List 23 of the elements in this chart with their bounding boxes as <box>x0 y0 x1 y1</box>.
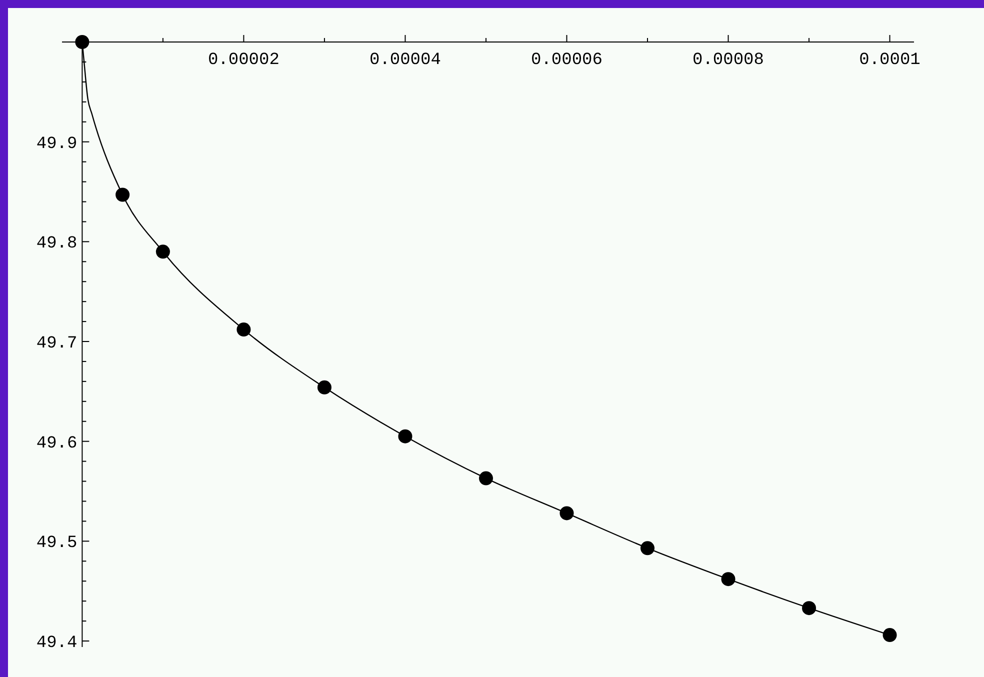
point <box>236 322 251 337</box>
y-tick-label: 49.6 <box>36 434 78 454</box>
point <box>317 380 332 394</box>
y-tick-label: 49.5 <box>36 534 78 554</box>
y-tick-label: 49.7 <box>36 334 78 354</box>
point <box>721 572 736 586</box>
x-tick-label: 0.0001 <box>859 51 920 70</box>
x-tick-label: 0.00002 <box>208 51 280 70</box>
point <box>640 541 654 556</box>
x-tick-label: 0.00008 <box>692 51 764 70</box>
point <box>156 244 170 259</box>
point <box>802 601 816 616</box>
y-tick-label: 49.4 <box>36 634 78 653</box>
point <box>882 628 897 642</box>
y-tick-label: 49.8 <box>36 234 78 254</box>
point <box>398 429 412 444</box>
point <box>116 188 130 202</box>
point <box>560 506 574 520</box>
x-tick-label: 0.00004 <box>370 51 441 70</box>
y-tick-label: 49.9 <box>36 134 78 154</box>
point <box>75 35 90 49</box>
point <box>478 471 493 486</box>
x-tick-label: 0.00006 <box>531 51 602 70</box>
